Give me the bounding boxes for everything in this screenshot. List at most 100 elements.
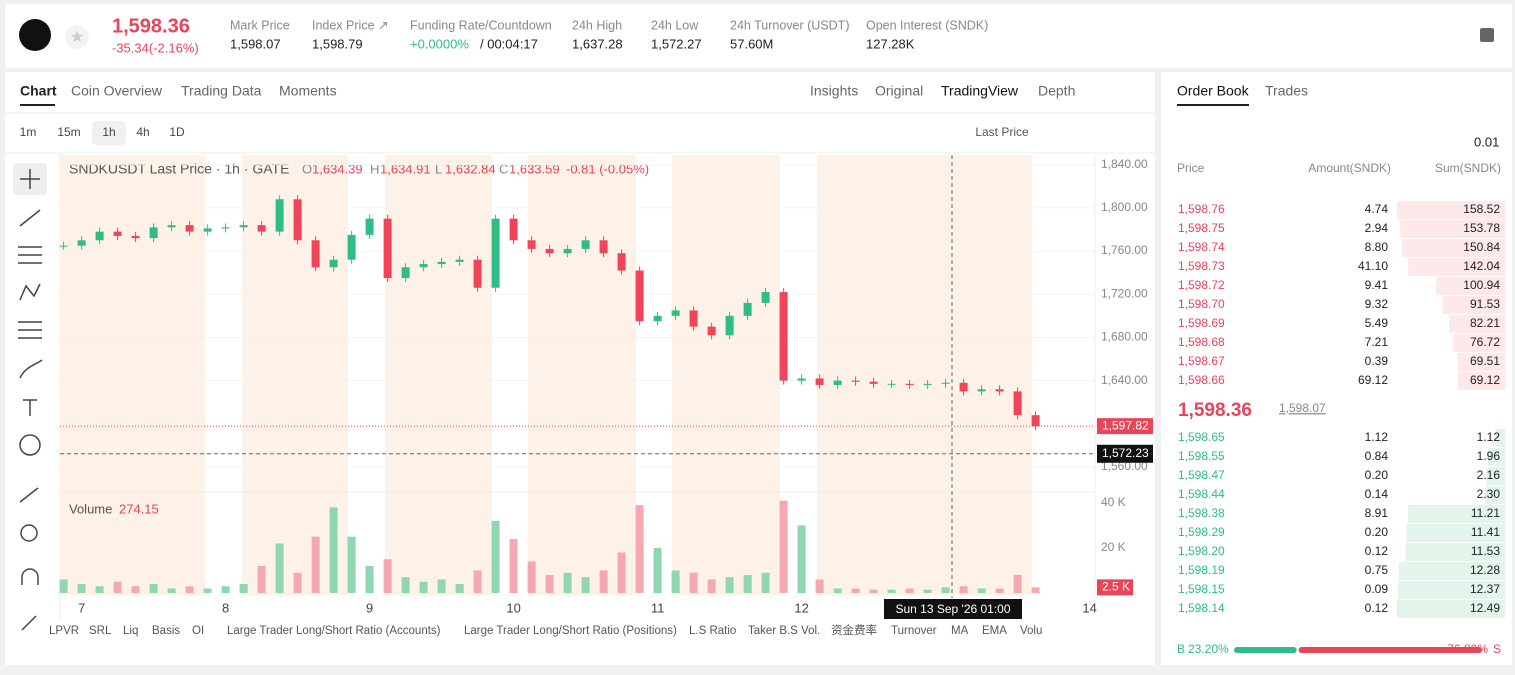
volume-bar [851, 588, 860, 593]
depth-bar [1485, 486, 1505, 504]
indicator[interactable]: Volu [1020, 625, 1042, 637]
ohlc-value: 1,633.59 [509, 161, 560, 176]
book-tab[interactable]: Trades [1265, 83, 1308, 99]
sell-key: S [1493, 642, 1501, 656]
buy-key: B [1177, 642, 1185, 656]
candle [941, 382, 950, 384]
indicator[interactable]: Large Trader Long/Short Ratio (Positions… [464, 625, 677, 637]
tools[interactable] [13, 163, 47, 631]
depth-bar [1402, 239, 1505, 257]
book-sum: 1.96 [1477, 449, 1501, 463]
volume-bar [725, 577, 734, 593]
depth-bar [1397, 600, 1505, 618]
indicator[interactable]: Basis [152, 625, 180, 637]
candle [59, 245, 68, 247]
candle [689, 310, 698, 327]
indicator[interactable]: MA [951, 625, 969, 637]
depth-bar [1400, 220, 1505, 238]
volume-tick-label: 40 K [1101, 495, 1126, 509]
volume-bar [923, 589, 932, 593]
candle [113, 231, 122, 236]
indicator[interactable]: Taker B.S Vol. [748, 625, 820, 637]
stat-value: 1,598.79 [312, 36, 363, 51]
price-source[interactable]: Last Price [975, 125, 1029, 139]
depth-bar [1398, 562, 1505, 580]
candle [185, 225, 194, 232]
ohlc-key: L [435, 161, 442, 176]
tab[interactable]: Trading Data [181, 83, 262, 99]
precision[interactable]: 0.01 [1474, 134, 1499, 149]
candle [905, 383, 914, 385]
ohlc-key: O [302, 161, 312, 176]
book-price: 1,598.65 [1178, 430, 1225, 444]
interval[interactable]: 1m [20, 125, 37, 139]
notes-icon[interactable] [1480, 28, 1494, 42]
x-tick-label: 7 [78, 600, 85, 615]
indicator[interactable]: Liq [123, 625, 138, 637]
book-price: 1,598.20 [1178, 544, 1225, 558]
depth-bar [1452, 334, 1505, 352]
stat-label: Index Price ↗ [312, 18, 388, 32]
depth-bar [1486, 467, 1505, 485]
y-tick-label: 1,840.00 [1101, 157, 1148, 171]
volume-tick-label: 20 K [1101, 540, 1126, 554]
interval[interactable]: 4h [136, 125, 149, 139]
book-amount: 0.12 [1365, 601, 1389, 615]
star[interactable]: ★ [70, 29, 84, 46]
indicator[interactable]: SRL [89, 625, 112, 637]
volume-value: 274.15 [119, 501, 159, 516]
candle [923, 383, 932, 385]
volume-bar [563, 572, 572, 593]
crosshair-time: Sun 13 Sep '26 01:00 [895, 602, 1010, 616]
favorite[interactable] [65, 25, 89, 49]
tab[interactable]: Moments [279, 83, 337, 99]
stat-value: +0.0000% [410, 36, 469, 51]
volume-bar [797, 525, 806, 593]
depth-bar [1398, 581, 1505, 599]
candle [149, 227, 158, 239]
interval[interactable]: 15m [57, 125, 80, 139]
view-tab[interactable]: TradingView [941, 83, 1019, 99]
tab[interactable]: Coin Overview [71, 83, 163, 99]
book-amount: 5.49 [1365, 316, 1389, 330]
candle [995, 389, 1004, 392]
book-price: 1,598.15 [1178, 582, 1225, 596]
view-tab[interactable]: Insights [810, 83, 858, 99]
tab[interactable]: Chart [20, 83, 57, 99]
book-amount: 2.94 [1365, 221, 1389, 235]
book-tab[interactable]: Order Book [1177, 83, 1250, 99]
bands [60, 155, 1032, 595]
volume-bar [527, 561, 536, 593]
book-amount: 9.32 [1365, 297, 1389, 311]
volume-bar [383, 559, 392, 593]
ohlc-key: C [499, 161, 508, 176]
candle [833, 380, 842, 385]
book-column: Amount(SNDK) [1308, 161, 1391, 175]
indicator[interactable]: LPVR [49, 625, 79, 637]
volume-bar [689, 572, 698, 593]
candle [635, 270, 644, 322]
indicator[interactable]: L.S Ratio [689, 625, 736, 637]
indicator[interactable]: EMA [982, 625, 1007, 637]
indicator[interactable]: Large Trader Long/Short Ratio (Accounts) [227, 625, 441, 637]
book-amount: 0.75 [1365, 563, 1389, 577]
candle [203, 228, 212, 232]
indicator[interactable]: 资金费率 [831, 623, 877, 637]
view-tab[interactable]: Depth [1038, 83, 1075, 99]
x-tick-label: 8 [222, 600, 229, 615]
depth-bar [1448, 315, 1505, 333]
view-tab[interactable]: Original [875, 83, 923, 99]
book-amount: 0.20 [1365, 468, 1389, 482]
volume-bar [833, 588, 842, 593]
volume-bar [959, 586, 968, 593]
book-sum: 91.53 [1470, 297, 1500, 311]
indicator[interactable]: Turnover [891, 625, 937, 637]
book-amount: 7.21 [1365, 335, 1389, 349]
interval[interactable]: 1D [169, 125, 185, 139]
volume-bar [779, 500, 788, 593]
depth-bar [1408, 505, 1505, 523]
interval[interactable]: 1h [102, 125, 115, 139]
candle [815, 378, 824, 385]
y-tick-label: 1,720.00 [1101, 286, 1148, 300]
indicator[interactable]: OI [192, 625, 204, 637]
